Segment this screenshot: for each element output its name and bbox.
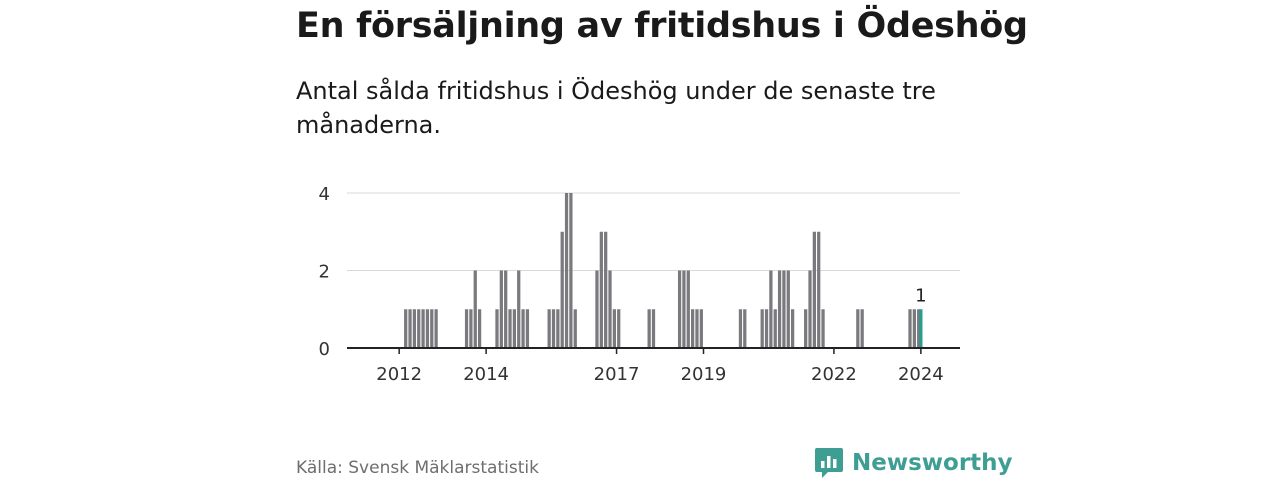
newsworthy-logo-icon	[815, 448, 843, 478]
x-tick-label: 2022	[811, 364, 857, 385]
bar	[521, 309, 525, 348]
bar	[595, 270, 599, 348]
chart-subtitle: Antal sålda fritidshus i Ödeshög under d…	[296, 77, 936, 139]
bar	[821, 309, 825, 348]
bar	[504, 270, 508, 348]
bar	[404, 309, 408, 348]
bar	[469, 309, 473, 348]
bar	[547, 309, 551, 348]
bar	[499, 270, 503, 348]
bar	[699, 309, 703, 348]
bar-highlight	[919, 309, 923, 348]
bar	[569, 193, 573, 348]
bar	[573, 309, 577, 348]
bar	[508, 309, 512, 348]
newsworthy-logo[interactable]: Newsworthy	[814, 446, 1013, 480]
bar	[421, 309, 425, 348]
bar	[804, 309, 808, 348]
bar	[551, 309, 556, 348]
bar	[425, 309, 430, 348]
bar	[808, 270, 812, 348]
bar	[612, 309, 617, 348]
x-tick-label: 2014	[463, 364, 509, 385]
bar	[777, 270, 782, 348]
bar	[695, 309, 699, 348]
x-tick-label: 2019	[681, 364, 727, 385]
bar	[512, 309, 517, 348]
bar	[608, 270, 612, 348]
bar	[760, 309, 764, 348]
bar	[908, 309, 912, 348]
bar	[430, 309, 434, 348]
bar	[564, 193, 569, 348]
source-note: Källa: Svensk Mäklarstatistik	[296, 458, 539, 478]
bar	[743, 309, 747, 348]
bar	[686, 270, 690, 348]
bar	[464, 309, 469, 348]
x-tick-label: 2012	[376, 364, 422, 385]
x-tick-label: 2017	[594, 364, 640, 385]
bar	[917, 309, 921, 348]
bar	[769, 270, 773, 348]
bar	[786, 270, 790, 348]
bar	[860, 309, 864, 348]
bar	[912, 309, 916, 348]
brand-name: Newsworthy	[852, 450, 1013, 476]
bar	[417, 309, 421, 348]
bar	[782, 270, 786, 348]
bar	[790, 309, 795, 348]
bar	[477, 309, 482, 348]
bar	[651, 309, 656, 348]
y-tick-label: 0	[319, 339, 330, 360]
bar	[599, 231, 603, 348]
bar	[517, 270, 521, 348]
bar	[856, 309, 860, 348]
bar	[682, 270, 686, 348]
bar	[556, 309, 560, 348]
bar	[560, 231, 564, 348]
bar	[412, 309, 417, 348]
bar	[690, 309, 695, 348]
y-tick-label: 4	[319, 184, 330, 205]
bar	[738, 309, 743, 348]
bar	[495, 309, 499, 348]
bar	[812, 231, 816, 348]
bar	[817, 231, 821, 348]
bar	[473, 270, 477, 348]
bar	[677, 270, 682, 348]
bar-value-label: 1	[915, 285, 926, 306]
bar	[617, 309, 621, 348]
bar	[525, 309, 530, 348]
x-tick-label: 2024	[898, 364, 944, 385]
bar	[604, 231, 608, 348]
bar	[408, 309, 412, 348]
bar	[773, 309, 777, 348]
bar	[764, 309, 769, 348]
bar	[647, 309, 651, 348]
chart-title: En försäljning av fritidshus i Ödeshög	[296, 6, 1028, 46]
bar	[434, 309, 438, 348]
y-tick-label: 2	[319, 262, 330, 283]
